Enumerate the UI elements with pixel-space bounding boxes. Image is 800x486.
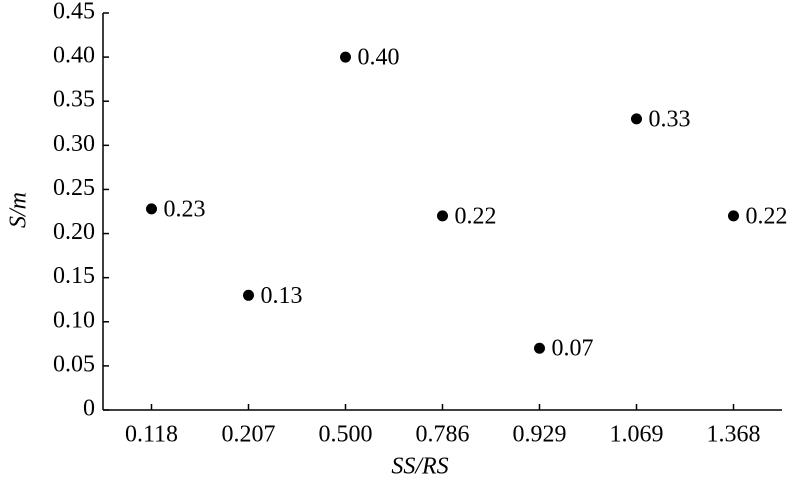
data-label: 0.40 — [358, 45, 400, 71]
point — [146, 203, 157, 215]
x-tick-label: 0.118 — [125, 422, 178, 448]
data-label: 0.33 — [649, 106, 691, 132]
y-tick-label: 0.20 — [53, 219, 95, 245]
point — [534, 342, 545, 354]
y-tick-label: 0.35 — [53, 87, 95, 113]
data-label: 0.22 — [746, 203, 788, 229]
point — [243, 289, 254, 301]
point — [437, 210, 448, 222]
y-tick-label: 0.30 — [53, 131, 95, 157]
data-label: 0.07 — [552, 336, 594, 362]
y-tick-label: 0 — [83, 396, 95, 422]
x-axis-title: SS/RS — [391, 454, 448, 480]
y-tick-label: 0.40 — [53, 43, 95, 69]
x-tick-label: 1.368 — [707, 422, 761, 448]
data-label: 0.22 — [455, 203, 497, 229]
x-tick-label: 0.207 — [222, 422, 276, 448]
data-label: 0.13 — [261, 283, 303, 309]
x-tick-label: 1.069 — [610, 422, 664, 448]
y-tick-label: 0.15 — [53, 263, 95, 289]
data-label: 0.23 — [164, 196, 206, 222]
x-tick-label: 0.500 — [319, 422, 373, 448]
y-axis-title: S/m — [6, 192, 32, 228]
point — [340, 51, 351, 63]
y-tick-label: 0.25 — [53, 175, 95, 201]
x-tick-label: 0.929 — [513, 422, 567, 448]
y-tick-label: 0.45 — [53, 0, 95, 25]
y-tick-label: 0.05 — [53, 351, 95, 377]
x-tick-label: 0.786 — [416, 422, 470, 448]
point — [631, 113, 642, 125]
y-tick-label: 0.10 — [53, 307, 95, 333]
point — [728, 210, 739, 222]
